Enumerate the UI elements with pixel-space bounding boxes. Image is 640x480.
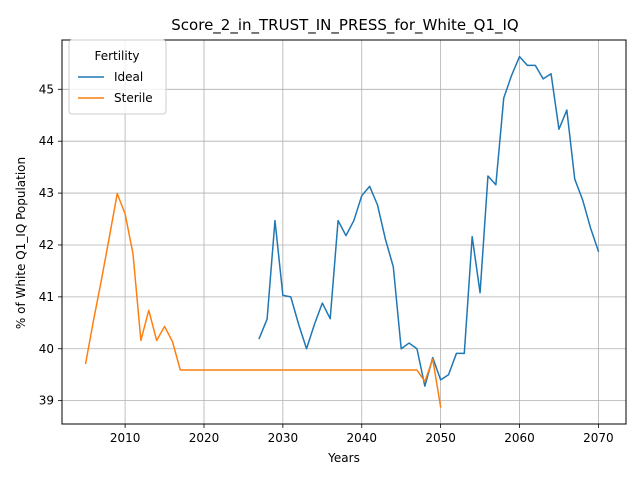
grid-lines <box>62 40 626 424</box>
series-layer <box>84 55 600 408</box>
y-axis-label: % of White Q1_IQ Population <box>14 157 28 329</box>
y-tick-label: 45 <box>39 82 54 96</box>
legend-title: Fertility <box>94 49 139 63</box>
x-tick-label: 2010 <box>110 431 141 445</box>
legend-label-ideal: Ideal <box>114 70 143 84</box>
x-tick-label: 2030 <box>268 431 299 445</box>
legend-label-sterile: Sterile <box>114 91 153 105</box>
y-axis: 39 40 41 42 43 44 45 <box>39 82 62 408</box>
x-tick-label: 2040 <box>346 431 377 445</box>
y-tick-label: 43 <box>39 186 54 200</box>
x-tick-label: 2050 <box>425 431 456 445</box>
legend: Fertility Ideal Sterile <box>68 39 167 115</box>
plot-area-frame <box>61 39 627 425</box>
y-tick-label: 41 <box>39 290 54 304</box>
y-tick-label: 42 <box>39 238 54 252</box>
x-tick-label: 2020 <box>189 431 220 445</box>
x-tick-label: 2060 <box>504 431 535 445</box>
chart-title: Score_2_in_TRUST_IN_PRESS_for_White_Q1_I… <box>171 16 518 35</box>
legend-box <box>68 39 167 115</box>
series-line-sterile <box>84 192 442 408</box>
x-axis-label: Years <box>327 451 360 465</box>
y-tick-label: 44 <box>39 134 54 148</box>
x-axis: 2010 2020 2030 2040 2050 2060 2070 <box>110 424 614 445</box>
y-tick-label: 40 <box>39 342 54 356</box>
y-tick-label: 39 <box>39 394 54 408</box>
x-tick-label: 2070 <box>583 431 614 445</box>
